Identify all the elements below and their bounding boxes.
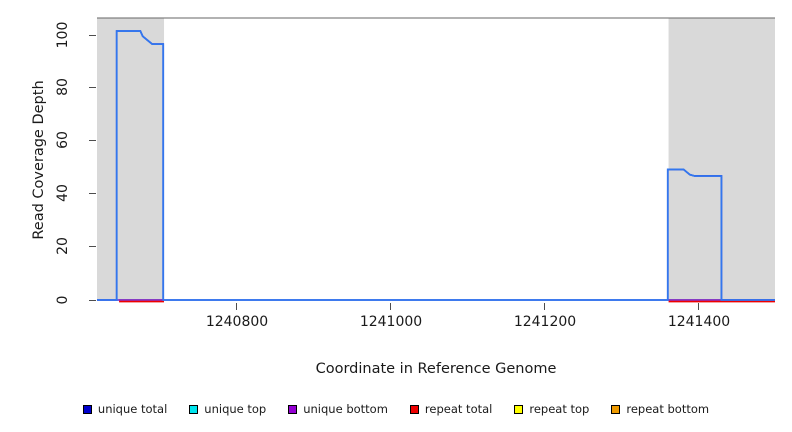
legend-swatch-icon-repeat-total: [409, 404, 419, 414]
legend-entry-unique-top[interactable]: unique top: [189, 401, 267, 416]
legend-label-unique-bottom: unique bottom: [303, 401, 388, 416]
legend-swatch-icon-unique-bottom: [288, 404, 298, 414]
x-tick-label-1241000: 1241000: [359, 314, 423, 330]
legend: unique total unique top unique bottom re…: [0, 398, 792, 420]
y-tick-mark-40: [89, 193, 96, 194]
legend-label-repeat-total: repeat total: [424, 401, 493, 416]
legend-entry-unique-total[interactable]: unique total: [82, 401, 168, 416]
legend-swatch-icon-repeat-bottom: [611, 404, 621, 414]
x-tick-mark-1241200: [544, 303, 545, 310]
legend-label-unique-total: unique total: [97, 401, 168, 416]
legend-swatch-icon-repeat-top: [514, 404, 524, 414]
y-tick-mark-80: [89, 87, 96, 88]
legend-entry-repeat-bottom[interactable]: repeat bottom: [611, 401, 710, 416]
legend-entry-unique-bottom[interactable]: unique bottom: [288, 401, 388, 416]
x-tick-label-1240800: 1240800: [205, 314, 269, 330]
x-axis-title: Coordinate in Reference Genome: [315, 361, 557, 377]
x-tick-mark-1240800: [236, 303, 237, 310]
legend-swatch-icon-unique-total: [82, 404, 92, 414]
panel-background: [97, 18, 775, 300]
x-tick-mark-1241000: [390, 303, 391, 310]
x-tick-label-1241200: 1241200: [513, 314, 577, 330]
legend-swatch-icon-unique-top: [189, 404, 199, 414]
x-tick-mark-1241400: [698, 303, 699, 310]
legend-label-unique-top: unique top: [204, 401, 267, 416]
y-tick-mark-20: [89, 246, 96, 247]
legend-label-repeat-top: repeat top: [529, 401, 590, 416]
y-tick-mark-0: [89, 300, 96, 301]
series-line-unique-total-top: [97, 30, 775, 301]
legend-entry-repeat-top[interactable]: repeat top: [514, 401, 590, 416]
y-tick-mark-100: [89, 35, 96, 36]
y-tick-mark-60: [89, 140, 96, 141]
legend-label-repeat-bottom: repeat bottom: [626, 401, 710, 416]
x-tick-label-1241400: 1241400: [667, 314, 731, 330]
repeat-region-left: [97, 18, 165, 300]
legend-entry-repeat-total[interactable]: repeat total: [409, 401, 493, 416]
